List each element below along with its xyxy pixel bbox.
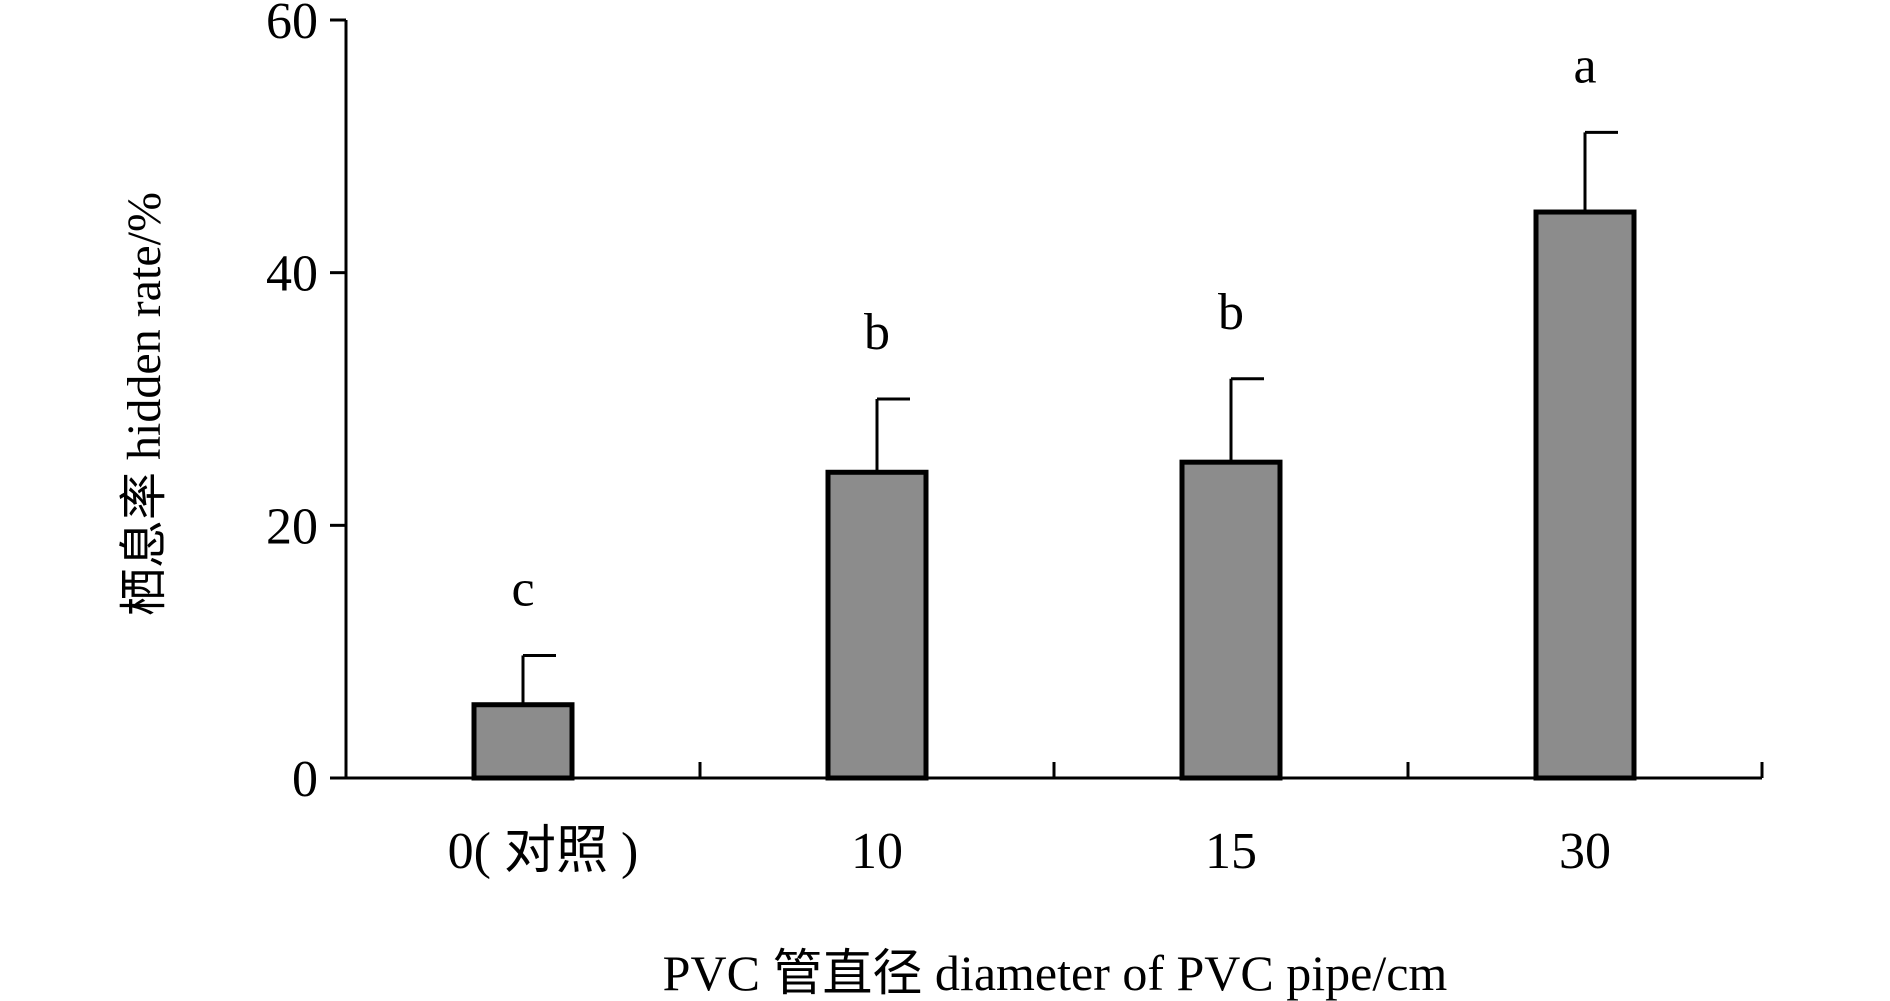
y-tick-label: 40 xyxy=(266,246,318,303)
significance-labels: c b b a xyxy=(511,37,1596,617)
bar xyxy=(471,702,575,781)
significance-letter: b xyxy=(1218,284,1244,341)
significance-letter: b xyxy=(864,304,890,361)
y-tick-label: 0 xyxy=(292,751,318,808)
error-bars xyxy=(521,130,1618,705)
y-tick-label: 20 xyxy=(266,498,318,555)
x-tick-label: 30 xyxy=(1559,823,1611,880)
significance-letter: a xyxy=(1573,37,1596,94)
x-axis-label: PVC 管直径 diameter of PVC pipe/cm xyxy=(663,945,1448,1001)
bar xyxy=(825,469,929,781)
x-tick-label: 0( 对照 ) xyxy=(448,823,639,880)
x-tick-label: 10 xyxy=(851,823,903,880)
y-ticks: 0 20 40 60 xyxy=(266,0,346,808)
significance-letter: c xyxy=(511,560,534,617)
x-ticks xyxy=(698,762,1764,778)
bar xyxy=(1179,459,1283,781)
x-tick-label: 15 xyxy=(1205,823,1257,880)
y-tick-label: 60 xyxy=(266,0,318,50)
bars xyxy=(471,209,1637,781)
x-tick-labels: 0( 对照 ) 10 15 30 xyxy=(448,823,1611,880)
y-axis-label: 栖息率 hidden rate/% xyxy=(118,192,171,616)
bar xyxy=(1533,209,1637,781)
